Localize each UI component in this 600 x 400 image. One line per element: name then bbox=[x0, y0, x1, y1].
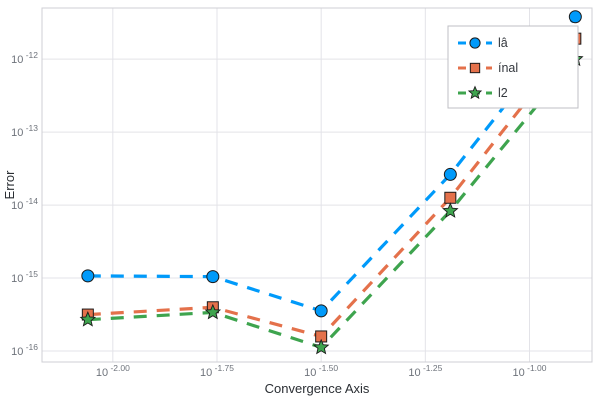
circle-marker bbox=[443, 167, 457, 181]
star-marker bbox=[467, 85, 483, 100]
legend: lâ ínal l2 bbox=[447, 25, 579, 109]
legend-entry: l2 bbox=[458, 85, 508, 100]
legend-label: l2 bbox=[498, 86, 508, 100]
y-tick-label: 10 -12 bbox=[11, 50, 38, 66]
star-marker bbox=[312, 338, 330, 355]
plot-frame bbox=[41, 7, 593, 363]
legend-entry: lâ bbox=[458, 36, 508, 50]
legend-label: lâ bbox=[498, 36, 508, 50]
square-marker bbox=[444, 191, 457, 204]
circle-marker bbox=[81, 269, 95, 283]
x-tick-label: 10 -1.25 bbox=[408, 363, 442, 379]
y-tick-label: 10 -16 bbox=[11, 342, 38, 358]
y-tick-label: 10 -13 bbox=[11, 123, 38, 139]
data-series bbox=[79, 10, 584, 355]
tick-labels: 10 -2.00 10 -1.75 10 -1.50 10 -1.25 10 -1.00… bbox=[11, 50, 547, 379]
circle-marker bbox=[314, 304, 328, 318]
x-tick-label: 10 -2.00 bbox=[96, 363, 130, 379]
legend-label: ínal bbox=[498, 61, 518, 75]
star-marker bbox=[442, 202, 459, 218]
circle-marker bbox=[206, 270, 220, 284]
x-tick-label: 10 -1.00 bbox=[513, 363, 547, 379]
x-axis-label: Convergence Axis bbox=[265, 381, 370, 396]
circle-marker bbox=[568, 10, 582, 24]
y-axis-label: Error bbox=[2, 170, 17, 200]
legend-entry: ínal bbox=[458, 61, 518, 75]
star-marker bbox=[79, 310, 97, 327]
legend-box bbox=[447, 25, 579, 109]
x-tick-label: 10 -1.50 bbox=[304, 363, 338, 379]
star-marker bbox=[204, 303, 222, 320]
circle-marker bbox=[469, 37, 481, 49]
x-tick-label: 10 -1.75 bbox=[200, 363, 234, 379]
y-tick-label: 10 -15 bbox=[11, 269, 38, 285]
y-tick-label: 10 -14 bbox=[11, 196, 38, 212]
square-marker bbox=[469, 62, 481, 74]
